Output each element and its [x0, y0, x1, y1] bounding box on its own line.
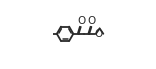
- Text: O: O: [77, 16, 85, 26]
- Text: O: O: [88, 16, 96, 26]
- Text: O: O: [95, 29, 103, 39]
